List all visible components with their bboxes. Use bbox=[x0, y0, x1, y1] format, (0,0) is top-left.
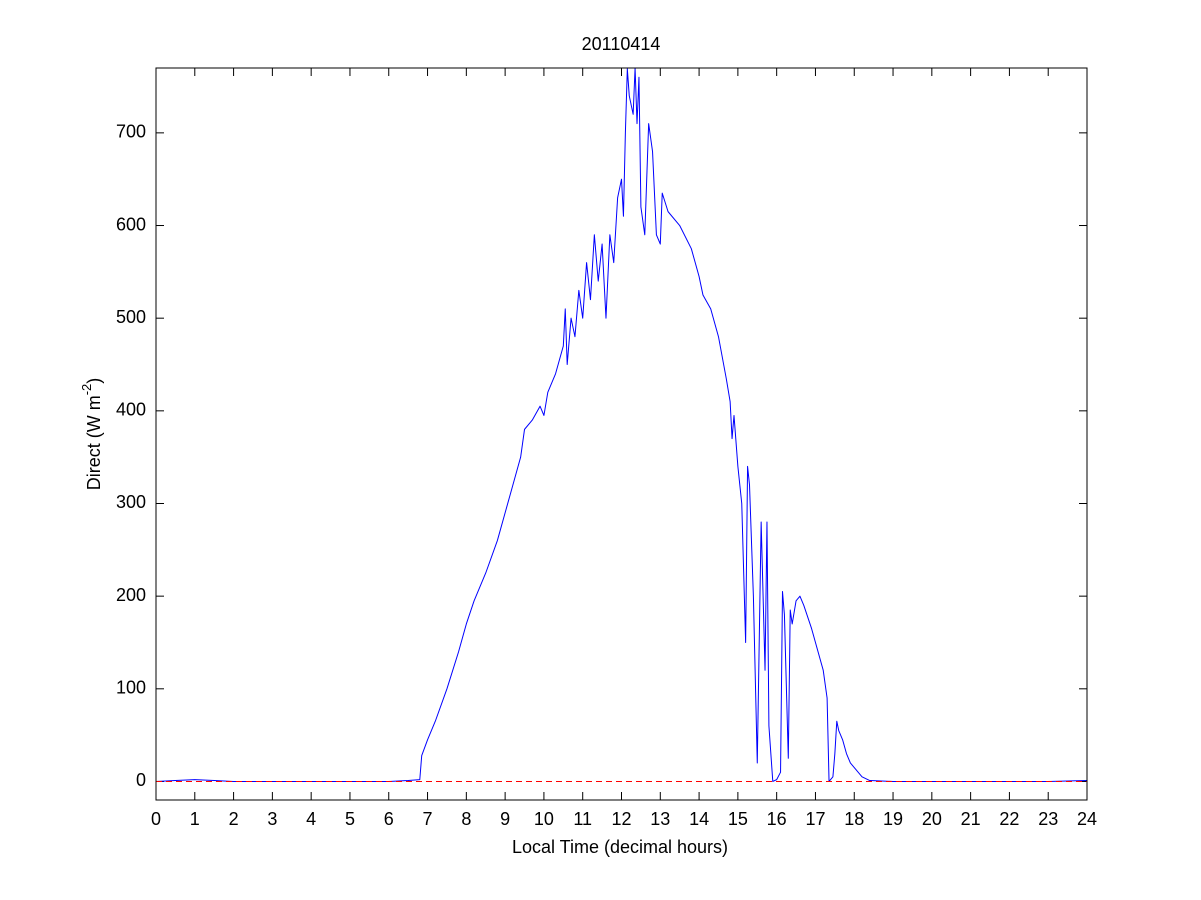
x-tick-label: 9 bbox=[500, 809, 510, 829]
data-line bbox=[155, 67, 1088, 782]
x-tick-label: 13 bbox=[650, 809, 670, 829]
x-tick-label: 10 bbox=[534, 809, 554, 829]
x-tick-label: 21 bbox=[961, 809, 981, 829]
x-tick-label: 1 bbox=[190, 809, 200, 829]
chart-title: 20110414 bbox=[582, 34, 661, 54]
x-tick-label: 12 bbox=[611, 809, 631, 829]
x-tick-label: 20 bbox=[922, 809, 942, 829]
x-tick-label: 19 bbox=[883, 809, 903, 829]
x-tick-label: 17 bbox=[805, 809, 825, 829]
x-tick-label: 5 bbox=[345, 809, 355, 829]
x-tick-label: 6 bbox=[384, 809, 394, 829]
x-tick-label: 3 bbox=[267, 809, 277, 829]
y-tick-label: 600 bbox=[116, 214, 146, 234]
x-tick-label: 8 bbox=[461, 809, 471, 829]
y-tick-label: 300 bbox=[116, 492, 146, 512]
x-tick-label: 4 bbox=[306, 809, 316, 829]
x-tick-label: 0 bbox=[151, 809, 161, 829]
y-label-text: Direct (W m bbox=[84, 395, 104, 490]
x-tick-label: 14 bbox=[689, 809, 709, 829]
x-tick-label: 16 bbox=[767, 809, 787, 829]
y-label-superscript: -2 bbox=[79, 384, 94, 396]
x-tick-label: 2 bbox=[229, 809, 239, 829]
plot-frame bbox=[155, 67, 1088, 801]
y-tick-label: 700 bbox=[116, 122, 146, 142]
x-axis-label: Local Time (decimal hours) bbox=[512, 837, 728, 857]
y-tick-label: 500 bbox=[116, 307, 146, 327]
x-tick-label: 18 bbox=[844, 809, 864, 829]
x-tick-label: 11 bbox=[573, 809, 592, 829]
x-tick-label: 22 bbox=[999, 809, 1019, 829]
y-tick-label: 0 bbox=[136, 770, 146, 790]
x-tick-label: 15 bbox=[728, 809, 748, 829]
y-axis-label: Direct (W m-2) bbox=[79, 378, 103, 491]
y-tick-label: 200 bbox=[116, 585, 146, 605]
x-tick-label: 24 bbox=[1077, 809, 1097, 829]
y-tick-label: 100 bbox=[116, 678, 146, 698]
y-label-suffix: ) bbox=[84, 378, 104, 384]
x-tick-label: 23 bbox=[1038, 809, 1058, 829]
x-tick-label: 7 bbox=[423, 809, 433, 829]
y-tick-label: 400 bbox=[116, 400, 146, 420]
